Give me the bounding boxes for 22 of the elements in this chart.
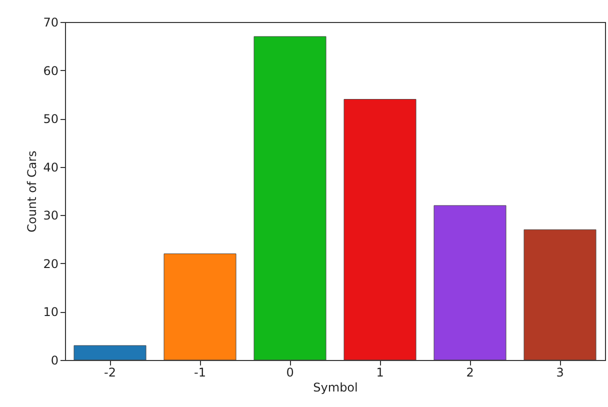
y-tick-label: 70 xyxy=(43,16,58,30)
y-tick-label: 60 xyxy=(43,64,58,78)
bar xyxy=(254,36,326,360)
bar xyxy=(524,229,596,360)
x-tick-label: -2 xyxy=(104,366,116,380)
y-tick-label: 20 xyxy=(43,256,58,271)
x-tick-label: 0 xyxy=(286,366,294,380)
x-tick-label: 3 xyxy=(556,366,564,380)
x-tick-label: -1 xyxy=(194,366,206,380)
x-axis-title: Symbol xyxy=(313,380,358,394)
x-tick-label: 2 xyxy=(466,366,474,380)
y-tick-label: 50 xyxy=(43,112,58,126)
y-tick-label: 30 xyxy=(43,208,58,223)
y-tick-label: 0 xyxy=(50,354,58,368)
y-tick-label: 40 xyxy=(43,160,58,174)
bar xyxy=(164,254,236,360)
y-axis-title: Count of Cars xyxy=(25,150,40,232)
bar xyxy=(434,205,506,360)
bar xyxy=(344,99,416,360)
bar xyxy=(74,345,146,360)
x-tick-label: 1 xyxy=(376,366,384,380)
y-tick-label: 10 xyxy=(43,305,58,320)
